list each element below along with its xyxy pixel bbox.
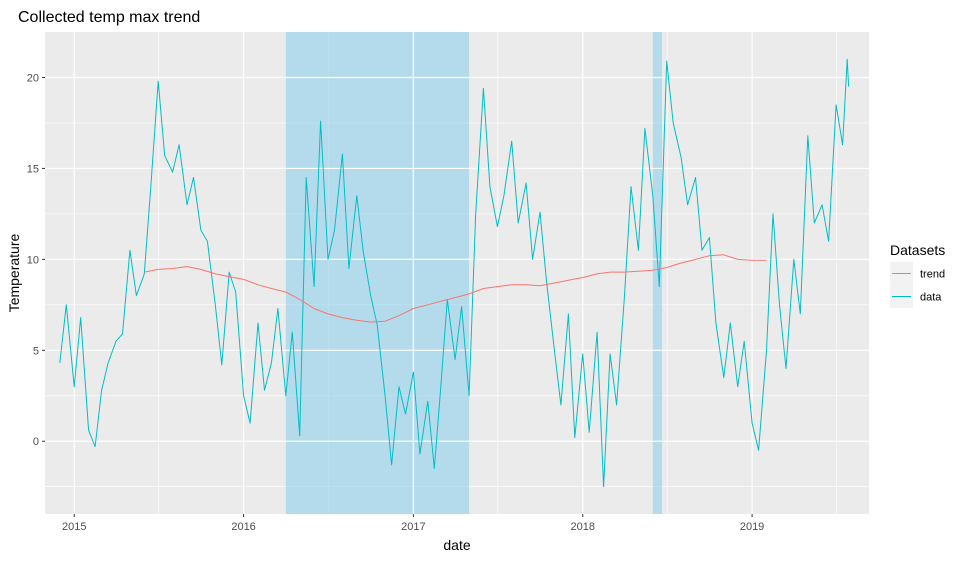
y-axis-label: Temperature — [6, 233, 22, 312]
series-lines — [59, 58, 850, 488]
shaded-regions — [285, 32, 663, 514]
legend-keys: trend data — [890, 262, 945, 308]
x-axis-label: date — [443, 537, 470, 553]
x-tick-label: 2015 — [62, 521, 86, 533]
major-grid — [45, 32, 869, 514]
shaded-region — [285, 32, 470, 514]
y-tick-label: 0 — [33, 436, 39, 448]
chart-title: Collected temp max trend — [18, 9, 200, 26]
shaded-region — [652, 32, 663, 514]
x-axis: 2015 2016 2017 2018 2019 — [62, 514, 764, 533]
x-tick-label: 2017 — [401, 521, 425, 533]
legend-title: Datasets — [890, 242, 945, 258]
y-tick-label: 10 — [27, 254, 39, 266]
series-line-data — [59, 58, 850, 488]
x-tick-label: 2016 — [231, 521, 255, 533]
y-axis: 0 5 10 15 20 — [27, 72, 45, 448]
x-tick-label: 2018 — [570, 521, 594, 533]
legend: Datasets trend data — [890, 242, 945, 308]
series-line-trend — [144, 254, 767, 323]
legend-label-data: data — [920, 292, 942, 304]
y-tick-label: 20 — [27, 72, 39, 84]
y-tick-label: 15 — [27, 163, 39, 175]
legend-label-trend: trend — [920, 269, 945, 281]
x-tick-label: 2019 — [740, 521, 764, 533]
y-tick-label: 5 — [33, 345, 39, 357]
